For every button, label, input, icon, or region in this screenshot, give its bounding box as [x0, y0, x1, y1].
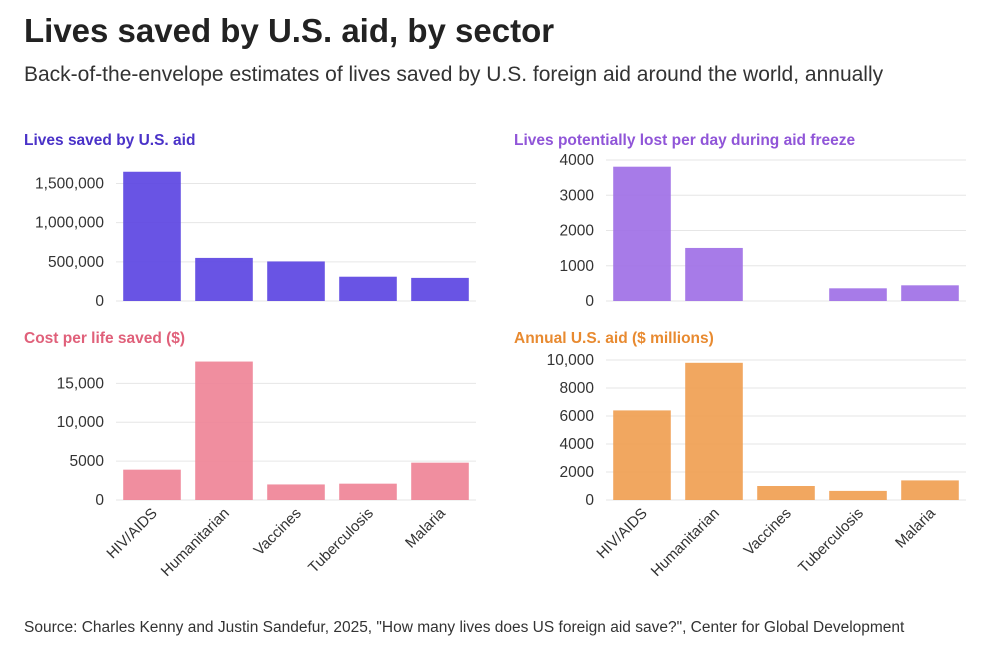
bar — [123, 469, 181, 500]
bar — [901, 480, 959, 500]
bar — [411, 462, 469, 500]
y-tick-label: 1,000,000 — [35, 215, 104, 232]
x-tick-label: Vaccines — [251, 505, 305, 559]
x-tick-label: Vaccines — [741, 505, 795, 559]
x-tick-label: HIV/AIDS — [593, 505, 650, 562]
bar — [613, 410, 671, 500]
y-tick-label: 8000 — [560, 380, 595, 397]
panel-title: Lives saved by U.S. aid — [24, 132, 195, 149]
page-subtitle: Back-of-the-envelope estimates of lives … — [24, 63, 884, 86]
y-tick-label: 4000 — [560, 436, 595, 453]
bar — [267, 261, 325, 301]
y-tick-label: 500,000 — [48, 254, 104, 271]
bar — [123, 171, 181, 301]
panel-title: Cost per life saved ($) — [24, 330, 185, 347]
y-tick-label: 0 — [95, 293, 104, 310]
page-title: Lives saved by U.S. aid, by sector — [24, 12, 555, 49]
y-tick-label: 10,000 — [57, 414, 105, 431]
source-note: Source: Charles Kenny and Justin Sandefu… — [24, 619, 905, 636]
bar — [195, 257, 253, 301]
y-tick-label: 4000 — [560, 152, 595, 169]
bar — [685, 247, 743, 301]
bar — [339, 483, 397, 500]
y-tick-label: 5000 — [70, 453, 105, 470]
y-tick-label: 15,000 — [57, 375, 105, 392]
y-tick-label: 10,000 — [547, 352, 595, 369]
y-tick-label: 1,500,000 — [35, 176, 104, 193]
x-tick-label: Malaria — [402, 504, 449, 551]
y-tick-label: 1000 — [560, 258, 595, 275]
x-tick-label: Humanitarian — [158, 505, 233, 580]
panel-title: Annual U.S. aid ($ millions) — [514, 330, 714, 347]
x-tick-label: Tuberculosis — [795, 505, 867, 577]
x-tick-label: HIV/AIDS — [103, 505, 160, 562]
x-tick-label: Tuberculosis — [305, 505, 377, 577]
y-tick-label: 3000 — [560, 187, 595, 204]
bar — [757, 486, 815, 500]
bar — [829, 288, 887, 301]
panel-title: Lives potentially lost per day during ai… — [514, 132, 855, 149]
bar — [267, 484, 325, 500]
bar — [339, 276, 397, 301]
y-tick-label: 0 — [95, 492, 104, 509]
y-tick-label: 0 — [585, 293, 594, 310]
y-tick-label: 6000 — [560, 408, 595, 425]
bar — [195, 361, 253, 500]
bar — [901, 285, 959, 301]
y-tick-label: 0 — [585, 492, 594, 509]
bar — [829, 490, 887, 500]
x-tick-label: Malaria — [892, 504, 939, 551]
y-tick-label: 2000 — [560, 464, 595, 481]
bar — [613, 166, 671, 301]
y-tick-label: 2000 — [560, 223, 595, 240]
bar — [685, 362, 743, 500]
x-tick-label: Humanitarian — [648, 505, 723, 580]
bar — [411, 277, 469, 301]
